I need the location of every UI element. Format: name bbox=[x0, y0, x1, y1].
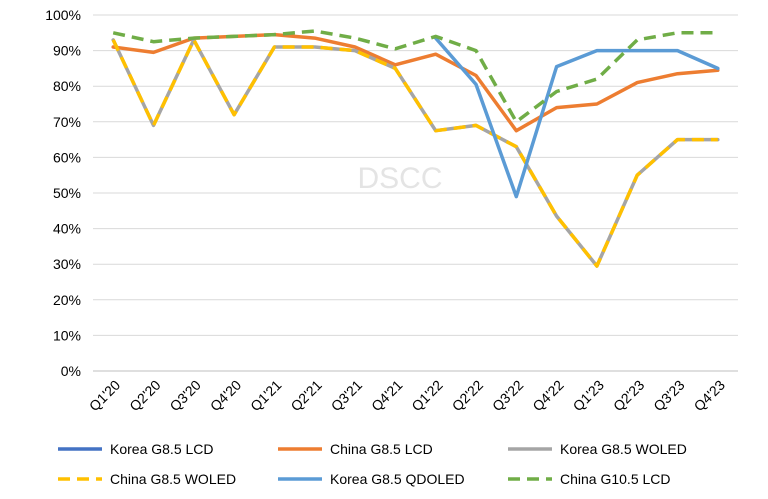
x-tick-label: Q1'23 bbox=[570, 377, 608, 415]
y-tick-label: 80% bbox=[53, 78, 81, 94]
x-tick-label: Q3'22 bbox=[489, 377, 527, 415]
x-tick-label: Q2'20 bbox=[126, 377, 164, 415]
x-tick-label: Q2'21 bbox=[287, 377, 325, 415]
x-axis: Q1'20 Q2'20 Q3'20 Q4'20 Q1'21 Q2'21 Q3'21 Q4'21… bbox=[86, 377, 728, 415]
x-tick-label: Q4'22 bbox=[529, 377, 567, 415]
series-line-korea-g8-5-woled bbox=[111, 38, 720, 268]
x-tick-label: Q4'20 bbox=[207, 377, 245, 415]
y-tick-label: 90% bbox=[53, 43, 81, 59]
y-tick-label: 0% bbox=[61, 363, 81, 379]
x-tick-label: Q1'22 bbox=[408, 377, 446, 415]
dscc-watermark: DSCC bbox=[357, 162, 442, 195]
x-tick-label: Q1'21 bbox=[247, 377, 285, 415]
series-line-korea-g8-5-qdoled bbox=[433, 36, 720, 199]
y-tick-label: 20% bbox=[53, 292, 81, 308]
y-tick-label: 100% bbox=[45, 7, 81, 23]
y-tick-label: 50% bbox=[53, 185, 81, 201]
y-tick-label: 40% bbox=[53, 221, 81, 237]
legend-label-china-g8-5-lcd: China G8.5 LCD bbox=[330, 441, 433, 457]
legend-label-china-g10-5-lcd: China G10.5 LCD bbox=[560, 471, 671, 487]
x-tick-label: Q2'22 bbox=[449, 377, 487, 415]
y-tick-label: 60% bbox=[53, 149, 81, 165]
series-line-china-g10-5-lcd bbox=[112, 29, 718, 124]
y-tick-label: 70% bbox=[53, 114, 81, 130]
legend-label-korea-g8-5-qdoled: Korea G8.5 QDOLED bbox=[330, 471, 465, 487]
x-tick-label: Q3'21 bbox=[328, 377, 366, 415]
series-lines bbox=[111, 29, 720, 268]
x-tick-label: Q1'20 bbox=[86, 377, 124, 415]
x-tick-label: Q4'23 bbox=[691, 377, 729, 415]
legend-label-china-g8-5-woled: China G8.5 WOLED bbox=[110, 471, 236, 487]
gridlines bbox=[93, 14, 738, 372]
legend-label-korea-g8-5-woled: Korea G8.5 WOLED bbox=[560, 441, 687, 457]
y-axis: 0% 10% 20% 30% 40% 50% 60% 70% 80% 90% 100% bbox=[45, 7, 81, 379]
y-tick-label: 10% bbox=[53, 327, 81, 343]
y-tick-label: 30% bbox=[53, 256, 81, 272]
x-tick-label: Q3'20 bbox=[166, 377, 204, 415]
series-line-china-g8-5-woled bbox=[111, 38, 718, 268]
x-tick-label: Q3'23 bbox=[650, 377, 688, 415]
legend-label-korea-g8-5-lcd: Korea G8.5 LCD bbox=[110, 441, 214, 457]
x-tick-label: Q2'23 bbox=[610, 377, 648, 415]
legend: Korea G8.5 LCD China G8.5 LCD Korea G8.5 W… bbox=[58, 441, 687, 487]
x-tick-label: Q4'21 bbox=[368, 377, 406, 415]
